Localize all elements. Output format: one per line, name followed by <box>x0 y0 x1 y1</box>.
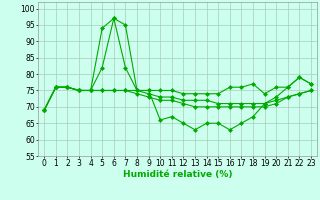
X-axis label: Humidité relative (%): Humidité relative (%) <box>123 170 232 179</box>
